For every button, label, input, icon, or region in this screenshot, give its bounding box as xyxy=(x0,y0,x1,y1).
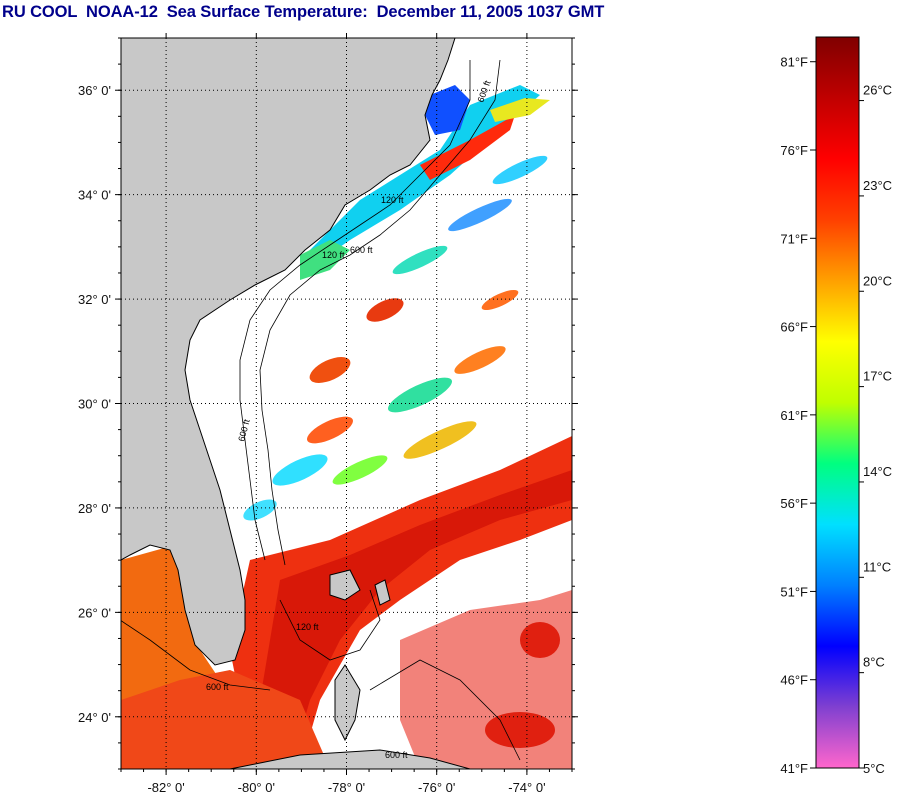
lat-label: 34° 0' xyxy=(78,188,111,203)
lon-label: -78° 0' xyxy=(328,780,365,795)
fahrenheit-label: 61°F xyxy=(780,408,808,423)
celsius-label: 23°C xyxy=(863,178,892,193)
lat-label: 24° 0' xyxy=(78,710,111,725)
nc-shelf-water xyxy=(300,85,540,275)
fahrenheit-labels: 81°F 76°F 71°F 66°F 61°F 56°F 51°F 46°F 41°F xyxy=(780,55,808,776)
contour-label: 120 ft xyxy=(322,250,345,260)
cuba xyxy=(229,749,471,769)
latitude-labels: 24° 0' 26° 0' 28° 0' 30° 0' 32° 0' 34° 0' 36° … xyxy=(78,83,111,725)
axis-ticks xyxy=(115,33,578,775)
contour-label: 120 ft xyxy=(296,622,319,632)
lat-label: 36° 0' xyxy=(78,83,111,98)
contour-label: 120 ft xyxy=(381,195,404,205)
celsius-label: 8°C xyxy=(863,655,885,670)
fahrenheit-label: 51°F xyxy=(780,584,808,599)
lon-label: -76° 0' xyxy=(418,780,455,795)
fahrenheit-label: 66°F xyxy=(780,320,808,335)
nc-shelf-warm-edge xyxy=(420,115,515,180)
celsius-labels: 26°C 23°C 20°C 17°C 14°C 11°C 8°C 5°C xyxy=(863,83,892,776)
fahrenheit-label: 41°F xyxy=(780,761,808,776)
lon-label: -80° 0' xyxy=(238,780,275,795)
cloud-gap-patches xyxy=(243,155,560,748)
fahrenheit-label: 56°F xyxy=(780,496,808,511)
page-title: RU COOL NOAA-12 Sea Surface Temperature:… xyxy=(2,3,605,21)
contour-label: 600 ft xyxy=(350,245,373,255)
celsius-label: 5°C xyxy=(863,761,885,776)
nc-yellow-water xyxy=(490,98,550,122)
celsius-label: 11°C xyxy=(863,559,891,574)
celsius-label: 14°C xyxy=(863,464,892,479)
bahamas-islands xyxy=(329,569,391,742)
fahrenheit-label: 71°F xyxy=(780,231,808,246)
lat-label: 30° 0' xyxy=(78,397,111,412)
sc-coastal-green xyxy=(300,240,350,280)
lat-label: 32° 0' xyxy=(78,292,111,307)
colorbar xyxy=(815,36,860,769)
fahrenheit-label: 46°F xyxy=(780,673,808,688)
florida-straits-water xyxy=(121,670,330,769)
fahrenheit-label: 76°F xyxy=(780,143,808,158)
longitude-labels: -82° 0' -80° 0' -78° 0' -76° 0' -74° 0' xyxy=(147,780,545,795)
contour-label: 600 ft xyxy=(385,750,408,760)
contour-label: 600 ft xyxy=(206,682,229,692)
lon-label: -82° 0' xyxy=(147,780,184,795)
lon-label: -74° 0' xyxy=(508,780,545,795)
fahrenheit-label: 81°F xyxy=(780,55,808,70)
colorbar-ticks xyxy=(810,61,864,769)
celsius-label: 17°C xyxy=(863,369,892,384)
lat-label: 28° 0' xyxy=(78,501,111,516)
southeast-us-landmass xyxy=(121,38,456,666)
lat-label: 26° 0' xyxy=(78,605,111,620)
bathymetry-contours xyxy=(121,59,521,761)
celsius-label: 26°C xyxy=(863,83,892,98)
celsius-label: 20°C xyxy=(863,273,892,288)
